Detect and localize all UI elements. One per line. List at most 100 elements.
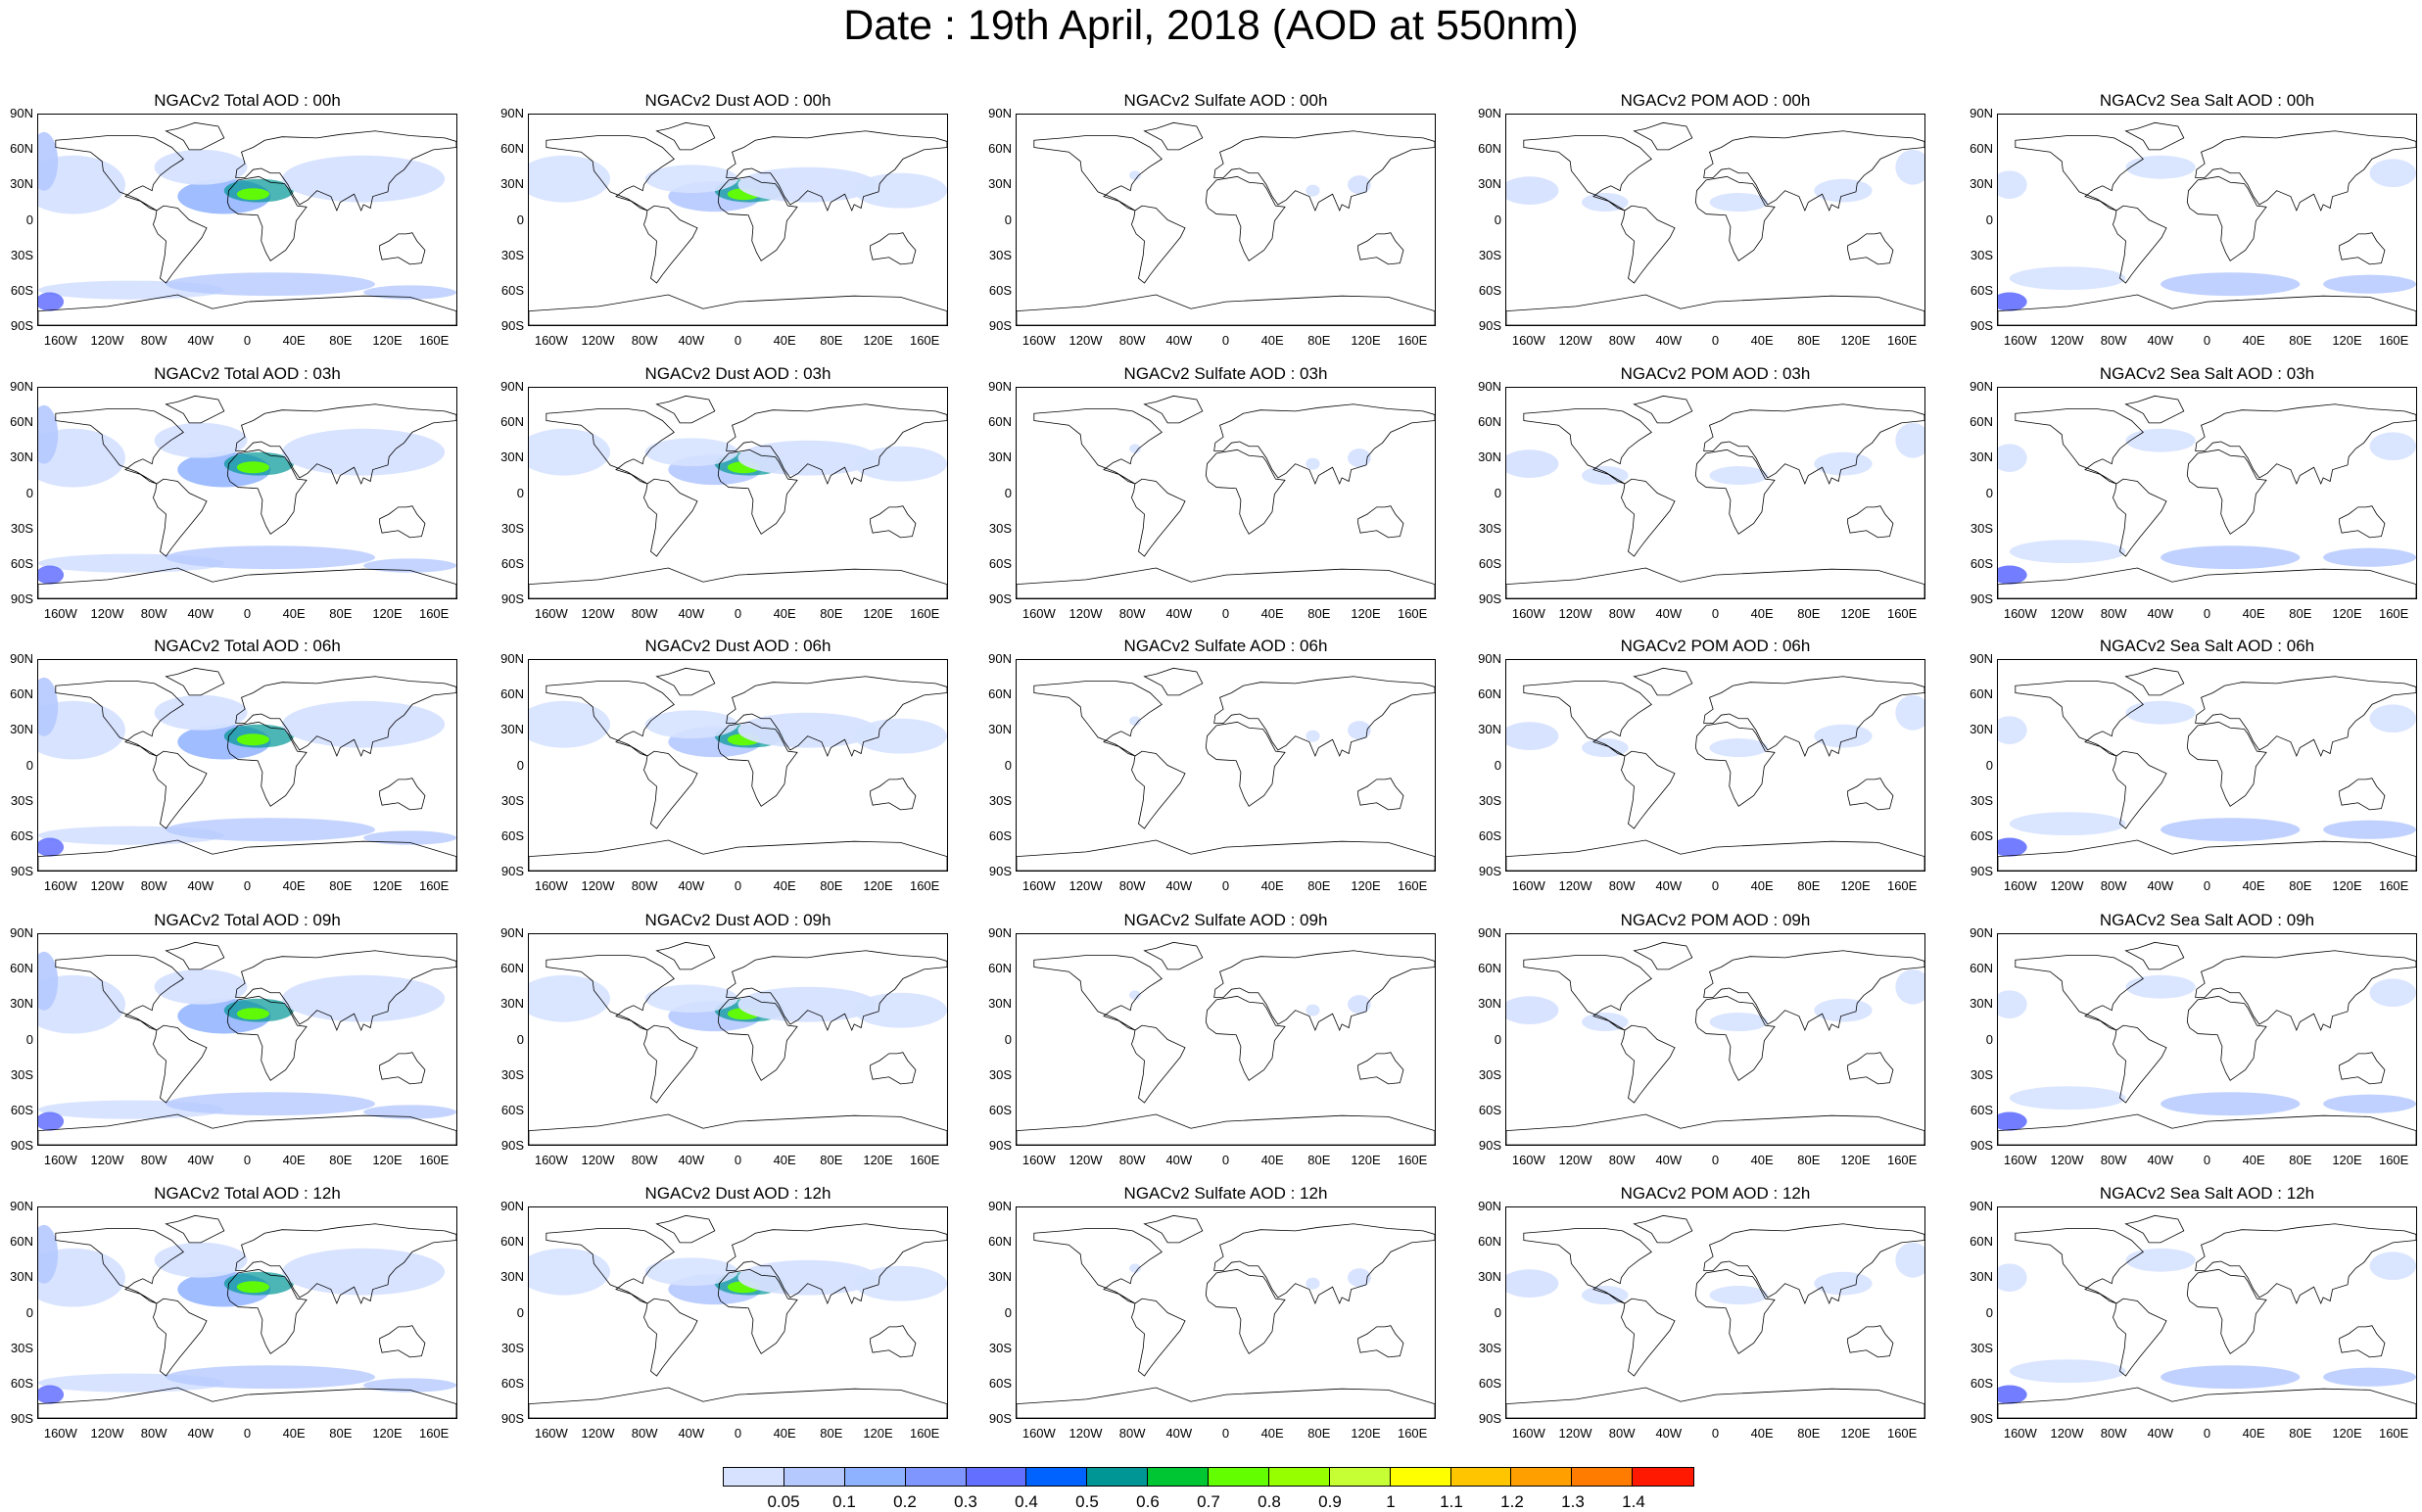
longitude-label: 40W	[678, 606, 705, 621]
latitude-label: 0	[516, 757, 524, 773]
aod-plume	[38, 837, 65, 857]
coastline	[2195, 950, 2416, 1032]
coastline	[1213, 950, 1435, 1032]
latitude-label: 60N	[500, 141, 524, 157]
aod-map-svg	[1998, 1214, 2416, 1418]
latitude-label: 30S	[10, 1066, 33, 1082]
longitude-label: 40E	[282, 1426, 306, 1441]
latitude-label: 90S	[500, 1411, 524, 1426]
longitude-label: 40E	[1260, 1153, 1284, 1167]
latitude-label: 90S	[1970, 1411, 1993, 1426]
aod-plume	[854, 172, 947, 209]
latitude-label: 90N	[500, 1199, 524, 1213]
longitude-label: 120E	[2332, 606, 2362, 621]
aod-plume	[1998, 837, 2027, 857]
aod-plume	[38, 565, 65, 585]
coastline	[226, 449, 308, 535]
coastline	[2339, 232, 2386, 265]
panel-title: NGACv2 Sea Salt AOD : 06h	[2099, 637, 2315, 655]
coastline	[2195, 676, 2416, 758]
aod-plume	[363, 558, 456, 573]
longitude-label: 40W	[1165, 333, 1193, 348]
aod-plume	[1895, 694, 1924, 731]
aod-plume	[236, 733, 270, 746]
coastline	[726, 130, 947, 213]
longitude-label: 160W	[43, 606, 77, 621]
aod-plume	[2369, 159, 2416, 188]
latitude-label: 90S	[1478, 591, 1501, 606]
aod-plume	[1709, 466, 1768, 486]
longitude-label: 0	[1711, 1426, 1720, 1441]
coastline	[226, 1268, 308, 1354]
coastline	[2015, 955, 2144, 1031]
longitude-label: 160E	[1397, 333, 1428, 348]
longitude-label: 160E	[2378, 1153, 2409, 1167]
coastline	[1998, 839, 2416, 871]
coastline	[1213, 676, 1435, 758]
longitude-label: 40W	[187, 333, 214, 348]
panel-title: NGACv2 POM AOD : 09h	[1620, 911, 1811, 929]
latitude-label: 60N	[1478, 141, 1501, 157]
longitude-label: 40E	[1750, 606, 1774, 621]
colorbar-box	[1148, 1468, 1209, 1486]
longitude-label: 40E	[1260, 1426, 1284, 1441]
aod-map-svg	[1998, 667, 2416, 871]
latitude-label: 30S	[1970, 247, 1993, 262]
longitude-label: 120W	[90, 1153, 124, 1167]
aod-plume	[38, 292, 65, 311]
colorbar-label: 0.05	[767, 1492, 800, 1511]
world-map	[37, 659, 457, 872]
aod-plume	[1129, 444, 1141, 453]
coastline	[717, 995, 798, 1081]
latitude-label: 90S	[1478, 1411, 1501, 1426]
coastline	[235, 403, 456, 486]
aod-map-svg	[1017, 121, 1435, 325]
aod-plume	[166, 818, 375, 842]
coastline	[1033, 1228, 1163, 1304]
coastline	[235, 676, 456, 758]
latitude-label: 60S	[1970, 1102, 1993, 1117]
longitude-label: 80E	[1797, 606, 1821, 621]
latitude-label: 30N	[500, 1269, 524, 1285]
coastline	[1357, 505, 1404, 539]
latitude-label: 0	[1004, 1304, 1012, 1320]
coastline	[1523, 1228, 1652, 1304]
longitude-label: 120W	[1069, 606, 1103, 621]
latitude-label: 90S	[1970, 591, 1993, 606]
latitude-label: 90N	[988, 1199, 1012, 1213]
longitude-label: 160W	[534, 1153, 568, 1167]
aod-plume	[2369, 978, 2416, 1008]
aod-plume	[2323, 820, 2416, 839]
longitude-label: 120E	[1840, 333, 1871, 348]
latitude-label: 30N	[500, 996, 524, 1012]
coastline	[226, 995, 308, 1081]
aod-map-svg	[529, 941, 947, 1145]
coastline	[2124, 395, 2185, 424]
panel-title: NGACv2 Dust AOD : 00h	[644, 91, 831, 110]
longitude-label: 0	[1221, 1426, 1230, 1441]
latitude-label: 30S	[1970, 1066, 1993, 1082]
aod-plume	[1348, 1268, 1371, 1288]
latitude-label: 30S	[988, 1066, 1012, 1082]
longitude-label: 40W	[1655, 606, 1683, 621]
coastline	[643, 478, 698, 557]
colorbar-box	[1450, 1468, 1512, 1486]
latitude-label: 90S	[500, 591, 524, 606]
aod-plume	[1348, 995, 1371, 1015]
longitude-label: 160E	[2378, 1426, 2409, 1441]
aod-plume	[282, 155, 446, 203]
panel-title: NGACv2 POM AOD : 06h	[1620, 637, 1811, 655]
aod-map-svg	[1506, 941, 1924, 1145]
longitude-label: 160E	[1886, 333, 1918, 348]
latitude-label: 60S	[988, 1375, 1012, 1391]
latitude-label: 60N	[988, 1234, 1012, 1250]
longitude-label: 120W	[90, 333, 124, 348]
aod-plume	[1129, 990, 1141, 1000]
latitude-label: 60S	[500, 1102, 524, 1117]
coastline	[643, 1024, 698, 1104]
coastline	[379, 505, 426, 539]
aod-plume	[1998, 170, 2027, 199]
latitude-label: 30N	[1478, 996, 1501, 1012]
longitude-label: 120W	[581, 606, 615, 621]
latitude-label: 0	[1985, 757, 1993, 773]
